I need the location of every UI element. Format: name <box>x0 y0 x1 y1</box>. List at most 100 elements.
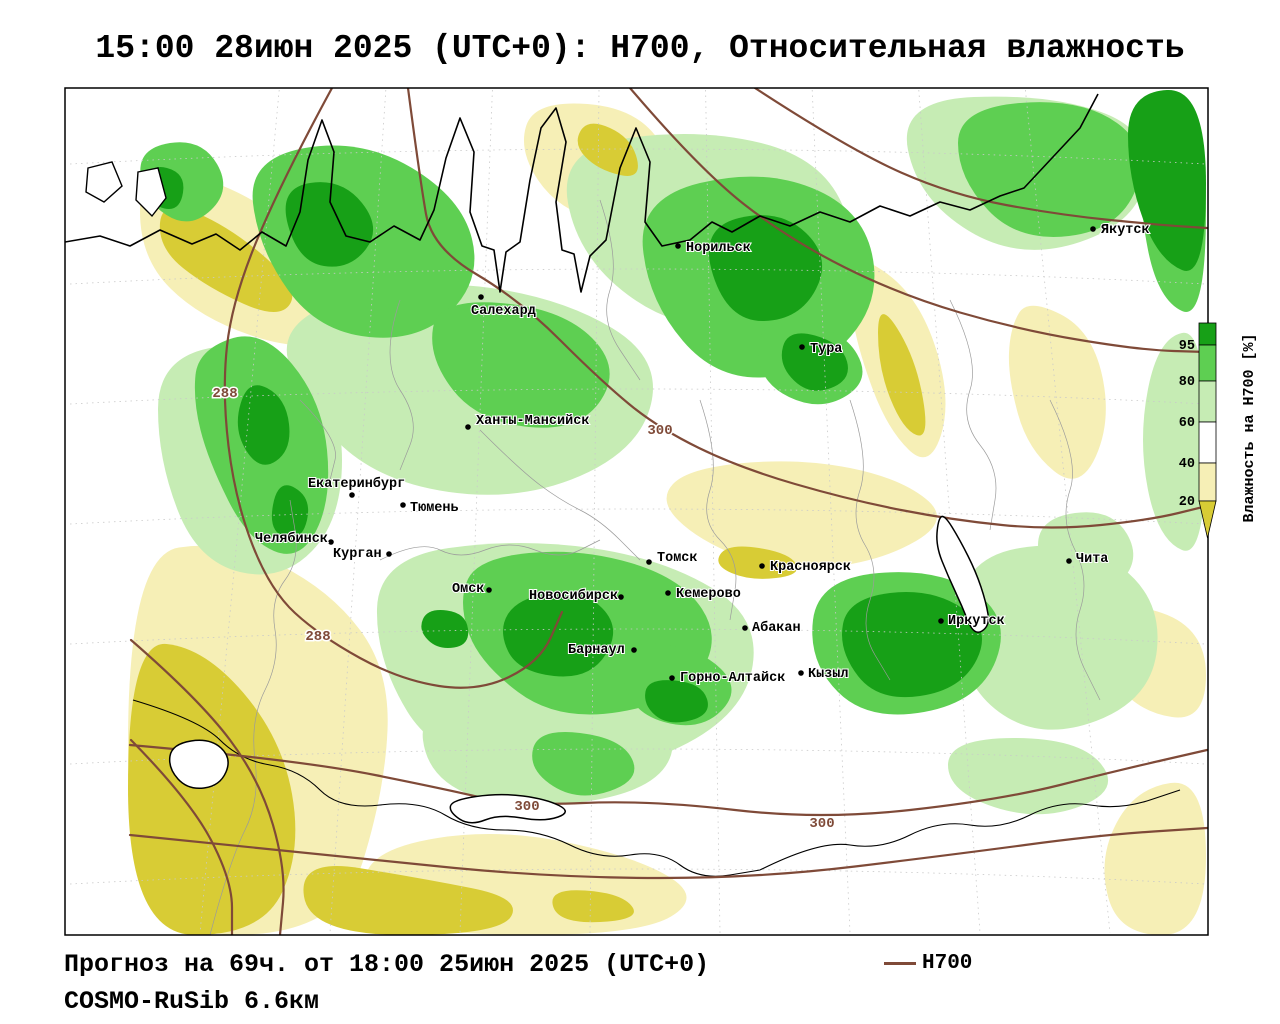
contour-label: 288 <box>305 629 330 645</box>
city-marker <box>631 647 637 653</box>
admin-boundaries-layer <box>209 199 1101 935</box>
contour-legend: H700 <box>884 952 972 975</box>
city-label: Абакан <box>752 620 801 636</box>
graticule-parallel <box>69 508 1206 525</box>
coastline <box>65 93 1099 293</box>
humidity-patch-medium_green <box>432 302 610 428</box>
admin-boundary-line <box>849 399 891 681</box>
h700-contours-layer <box>128 88 1208 935</box>
humidity-patch-dark_green <box>503 592 614 677</box>
h700-line-label: H700 <box>922 952 973 975</box>
legend-color-segment <box>1198 344 1217 382</box>
admin-boundary-line <box>1049 399 1101 701</box>
city-label: Чита <box>1076 552 1108 567</box>
city-markers-layer: Норильск Салехард Тура Якутск Ханты-Мансийск… <box>254 222 1151 687</box>
humidity-patch-olive_yellow <box>552 890 634 923</box>
city-label: Кемерово <box>676 587 741 602</box>
legend-tick-label: 20 <box>1179 495 1195 510</box>
city-marker <box>478 294 484 300</box>
admin-boundary-line <box>299 399 336 481</box>
admin-boundary-line <box>209 499 297 935</box>
island-outline <box>135 167 167 218</box>
legend-color-segment <box>1198 322 1217 346</box>
city-label: Омск <box>452 582 484 597</box>
city-label: Тюмень <box>410 501 459 516</box>
legend-tick-label: 95 <box>1179 339 1195 354</box>
humidity-patch-pale_yellow <box>1104 782 1206 935</box>
humidity-patch-dark_green <box>271 485 309 538</box>
city-label: Екатеринбург <box>308 476 405 492</box>
city-marker <box>798 670 804 676</box>
h700-contour-line <box>406 88 1208 529</box>
city-marker <box>400 502 406 508</box>
city-label: Барнаул <box>568 643 625 658</box>
graticule-parallel <box>69 748 1206 765</box>
legend-tick-label: 60 <box>1179 416 1195 431</box>
city-label: Горно-Алтайск <box>680 671 785 686</box>
lake-outline <box>168 739 229 790</box>
city-label: Иркутск <box>948 614 1005 629</box>
lakes-layer <box>168 515 990 824</box>
humidity-patch-dark_green <box>285 182 374 267</box>
city-label: Курган <box>333 547 382 562</box>
city-marker <box>1066 558 1072 564</box>
city-marker <box>759 563 765 569</box>
h700-contour-line <box>753 88 1208 230</box>
lake-outline <box>936 515 990 633</box>
legend-color-segment <box>1198 462 1217 502</box>
city-label: Кызыл <box>808 667 849 682</box>
city-marker <box>742 625 748 631</box>
legend-title: Влажность на H700 [%] <box>1241 333 1258 522</box>
graticule-parallel <box>69 148 1206 165</box>
city-label: Норильск <box>686 241 751 256</box>
city-marker <box>1090 226 1096 232</box>
city-marker <box>799 344 805 350</box>
city-label: Якутск <box>1101 223 1150 238</box>
legend-color-segment <box>1198 380 1217 423</box>
legend-below-min-arrow <box>1198 500 1217 539</box>
humidity-patch-dark_green <box>645 680 708 723</box>
graticule-parallel <box>69 388 1206 405</box>
city-label: Салехард <box>471 304 536 319</box>
humidity-patch-light_green <box>958 545 1158 730</box>
graticule-meridian <box>1025 89 1111 934</box>
humidity-patch-dark_green <box>237 385 290 465</box>
humidity-patch-medium_green <box>532 732 635 796</box>
city-label: Томск <box>657 551 698 566</box>
h700-contour-line <box>128 826 1208 880</box>
legend-tick-label: 80 <box>1179 375 1195 390</box>
legend-tick-label: 40 <box>1179 457 1195 472</box>
city-marker <box>665 590 671 596</box>
h700-contour-line <box>628 88 1208 354</box>
national-border-line <box>132 699 761 877</box>
h700-contour-line <box>128 743 1208 817</box>
humidity-patch-dark_green <box>842 592 982 698</box>
legend-color-segment <box>1198 421 1217 464</box>
admin-boundary-line <box>379 539 601 561</box>
humidity-patch-olive_yellow <box>128 643 296 935</box>
graticule-meridian <box>918 89 981 934</box>
national-borders-layer <box>132 699 1181 877</box>
admin-boundary-line <box>389 299 414 471</box>
h700-contour-line <box>129 738 234 935</box>
humidity-patch-dark_green <box>421 610 469 648</box>
humidity-legend: 95 80 60 40 20 Влажность на H700 [%] <box>1179 322 1258 539</box>
h700-contour-line <box>223 88 564 689</box>
humidity-patch-olive_yellow <box>878 314 926 436</box>
city-marker <box>669 675 675 681</box>
admin-boundary-line <box>699 399 737 621</box>
humidity-field-layer <box>128 89 1206 935</box>
humidity-patch-olive_yellow <box>303 865 513 935</box>
contour-label: 300 <box>809 816 834 832</box>
city-marker <box>646 559 652 565</box>
graticule-parallel <box>69 268 1206 285</box>
humidity-patch-olive_yellow <box>159 207 293 312</box>
city-label: Новосибирск <box>529 588 618 604</box>
admin-boundary-line <box>479 429 641 561</box>
city-label: Ханты-Мансийск <box>476 414 589 429</box>
humidity-patch-pale_yellow <box>1008 305 1106 479</box>
humidity-patch-dark_green <box>708 215 823 322</box>
h700-contour-line <box>129 638 285 935</box>
h700-line-sample <box>884 962 916 965</box>
